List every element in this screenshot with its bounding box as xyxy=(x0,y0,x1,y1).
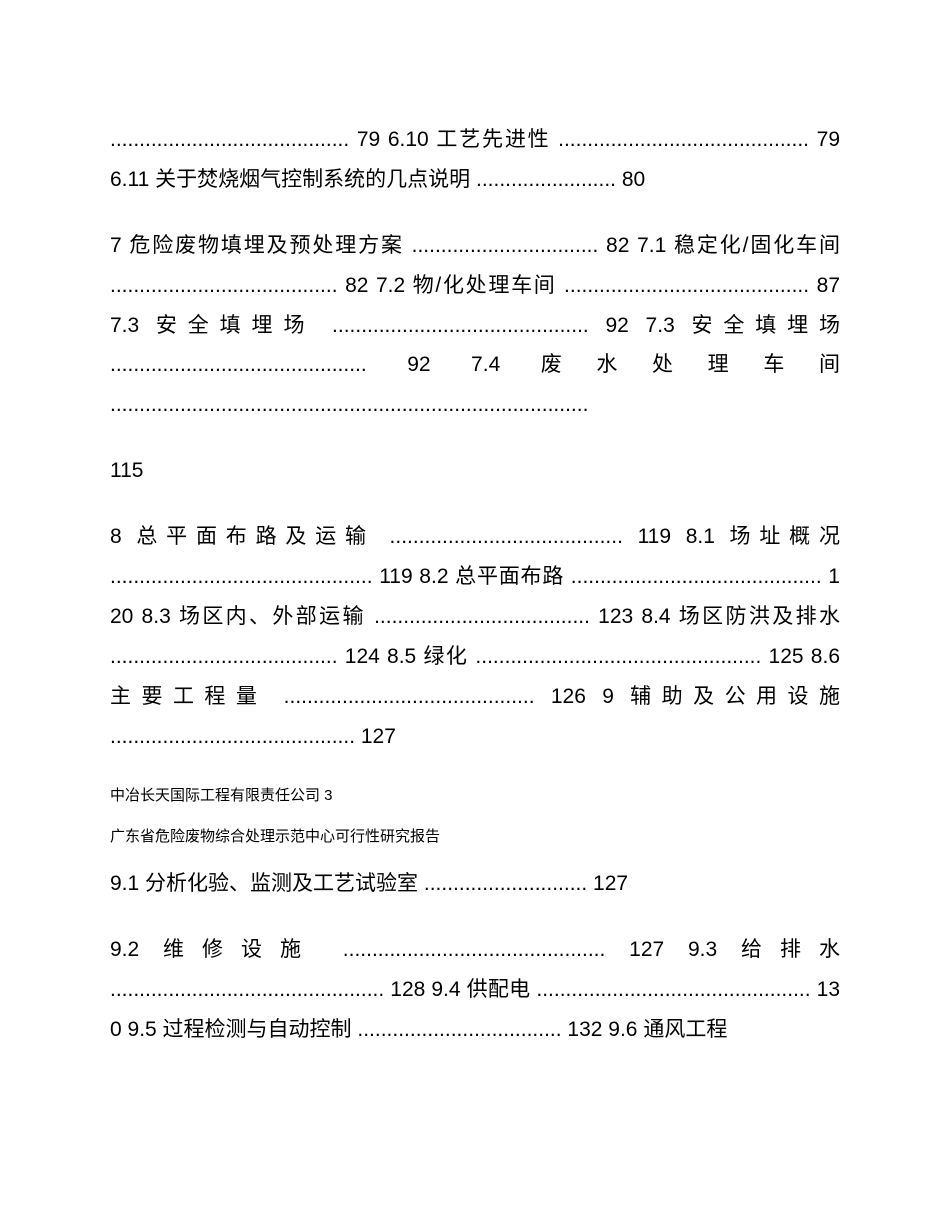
page-number-115: 115 xyxy=(110,451,840,491)
toc-para-4: 9.1 分析化验、监测及工艺试验室 ......................… xyxy=(110,864,840,904)
toc-para-1: ........................................… xyxy=(110,120,840,200)
toc-para-3: 8 总平面布路及运输 .............................… xyxy=(110,517,840,756)
company-footer: 中冶长天国际工程有限责任公司 3 xyxy=(110,782,840,809)
toc-para-2: 7 危险废物填埋及预处理方案 .........................… xyxy=(110,226,840,425)
report-title-footer: 广东省危险废物综合处理示范中心可行性研究报告 xyxy=(110,823,840,850)
toc-para-5: 9.2 维修设施 ...............................… xyxy=(110,930,840,1050)
